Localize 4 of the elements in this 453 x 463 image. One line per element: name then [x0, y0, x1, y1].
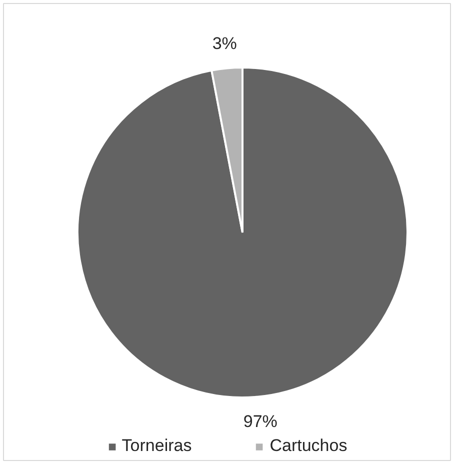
data-label: 97%	[243, 412, 278, 432]
legend-label: Cartuchos	[270, 436, 348, 456]
legend-label: Torneiras	[122, 436, 192, 456]
data-label: 3%	[212, 34, 237, 53]
